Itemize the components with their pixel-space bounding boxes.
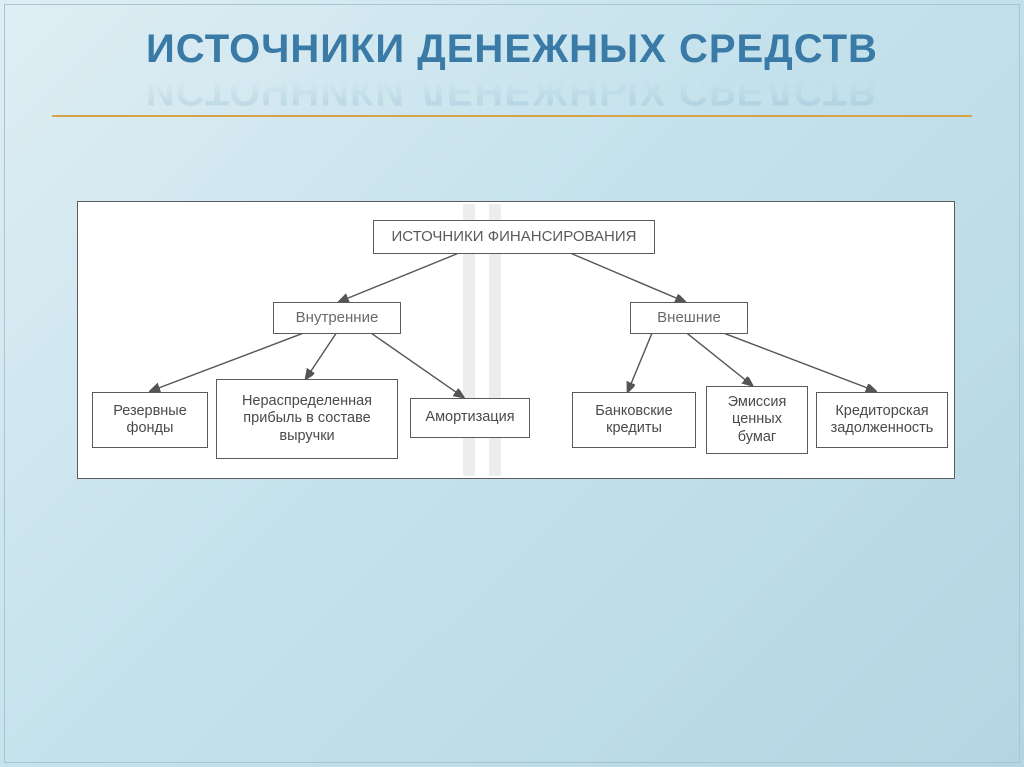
- edge: [687, 333, 752, 385]
- edge: [572, 254, 684, 302]
- node-n6: Кредиторская задолженность: [816, 392, 948, 448]
- edge: [307, 333, 337, 378]
- edge: [723, 333, 874, 391]
- slide-title: ИСТОЧНИКИ ДЕНЕЖНЫХ СРЕДСТВ: [146, 27, 878, 72]
- node-n4: Банковские кредиты: [572, 392, 696, 448]
- edge: [628, 333, 652, 391]
- diagram-canvas: ИСТОЧНИКИ ФИНАНСИРОВАНИЯ Внутренние Внешни…: [78, 202, 954, 478]
- node-n2: Нераспределенная прибыль в составе выруч…: [216, 379, 398, 459]
- title-block: ИСТОЧНИКИ ДЕНЕЖНЫХ СРЕДСТВ ИСТОЧНИКИ ДЕН…: [5, 27, 1019, 117]
- diagram-frame: ИСТОЧНИКИ ФИНАНСИРОВАНИЯ Внутренние Внешни…: [77, 201, 955, 479]
- node-n1: Резервные фонды: [92, 392, 208, 448]
- title-underline: [52, 115, 972, 117]
- node-n5: Эмиссия ценных бумаг: [706, 386, 808, 454]
- node-root: ИСТОЧНИКИ ФИНАНСИРОВАНИЯ: [373, 220, 655, 254]
- node-n3: Амортизация: [410, 398, 530, 438]
- slide-title-reflection: ИСТОЧНИКИ ДЕНЕЖНЫХ СРЕДСТВ: [5, 68, 1019, 113]
- edge: [340, 254, 457, 302]
- slide: ИСТОЧНИКИ ДЕНЕЖНЫХ СРЕДСТВ ИСТОЧНИКИ ДЕН…: [4, 4, 1020, 763]
- node-inner: Внутренние: [273, 302, 401, 334]
- node-outer: Внешние: [630, 302, 748, 334]
